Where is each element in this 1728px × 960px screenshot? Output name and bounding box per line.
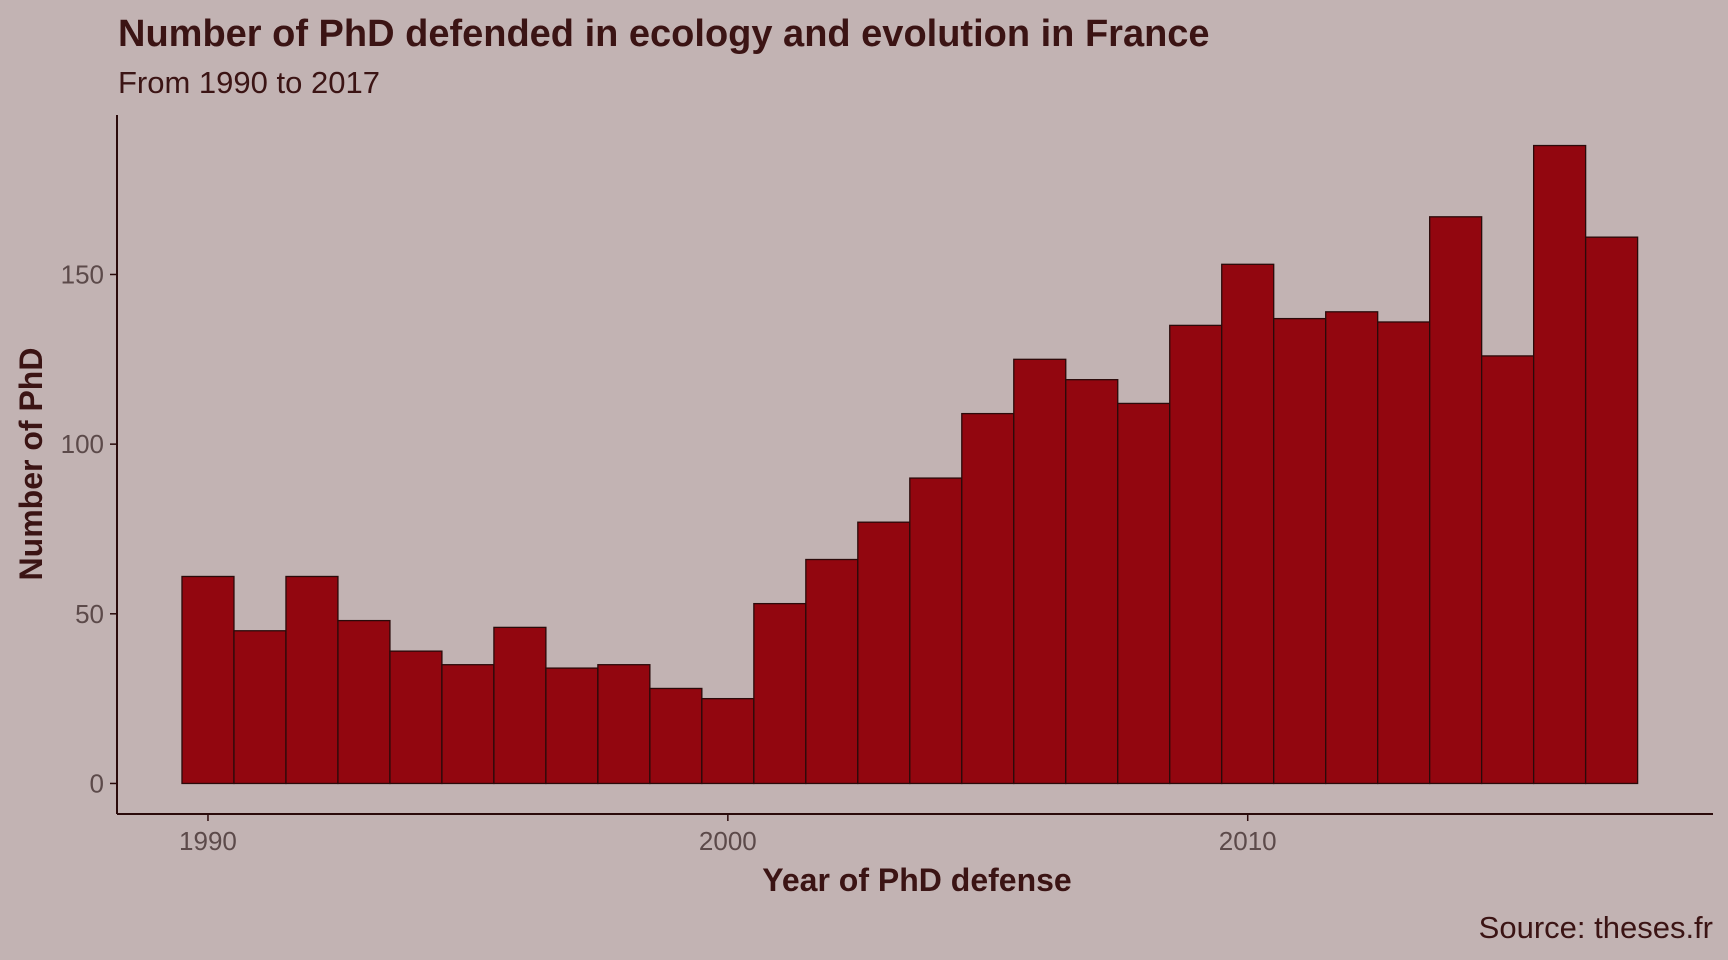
chart-caption: Source: theses.fr [1479,910,1713,945]
bar-1992 [285,575,339,785]
bar-2002 [805,558,859,785]
bar-2007 [1065,379,1119,785]
bar-2006 [1013,358,1067,785]
bar-1999 [649,687,703,785]
y-tick-label: 100 [61,429,104,459]
x-axis-title: Year of PhD defense [762,862,1071,898]
bar-2008 [1117,402,1171,785]
bar-2015 [1481,355,1535,785]
bar-2010 [1221,263,1275,785]
chart-title: Number of PhD defended in ecology and ev… [118,13,1210,55]
y-tick-label: 150 [61,259,104,289]
x-axis-ticks: 1990 2000 2010 [179,814,1277,856]
bar-1996 [493,626,547,785]
y-axis-title: Number of PhD [13,348,49,581]
bar-1994 [389,650,443,785]
chart-subtitle: From 1990 to 2017 [118,65,380,100]
bar-1998 [597,664,651,785]
x-tick-label: 1990 [179,826,237,856]
bar-1997 [545,667,599,785]
bar-2017 [1584,236,1639,785]
bar-2012 [1325,311,1379,785]
bar-2001 [753,602,807,785]
y-tick-label: 0 [90,768,104,798]
y-axis-ticks: 0 50 100 150 [61,259,117,798]
bar-2004 [909,477,963,785]
bar-1990 [181,575,235,785]
bar-1993 [337,619,391,785]
bar-2016 [1532,144,1587,785]
bar-2003 [857,521,911,785]
bars-group [181,144,1639,785]
bar-1991 [233,630,287,785]
bar-1995 [441,664,495,785]
bar-2013 [1377,321,1431,785]
bar-2011 [1273,317,1327,785]
y-tick-label: 50 [75,599,104,629]
bar-2005 [961,412,1015,785]
bar-2014 [1429,216,1483,785]
x-tick-label: 2000 [699,826,757,856]
bar-2000 [701,697,755,785]
bar-2009 [1169,324,1223,785]
x-tick-label: 2010 [1219,826,1277,856]
